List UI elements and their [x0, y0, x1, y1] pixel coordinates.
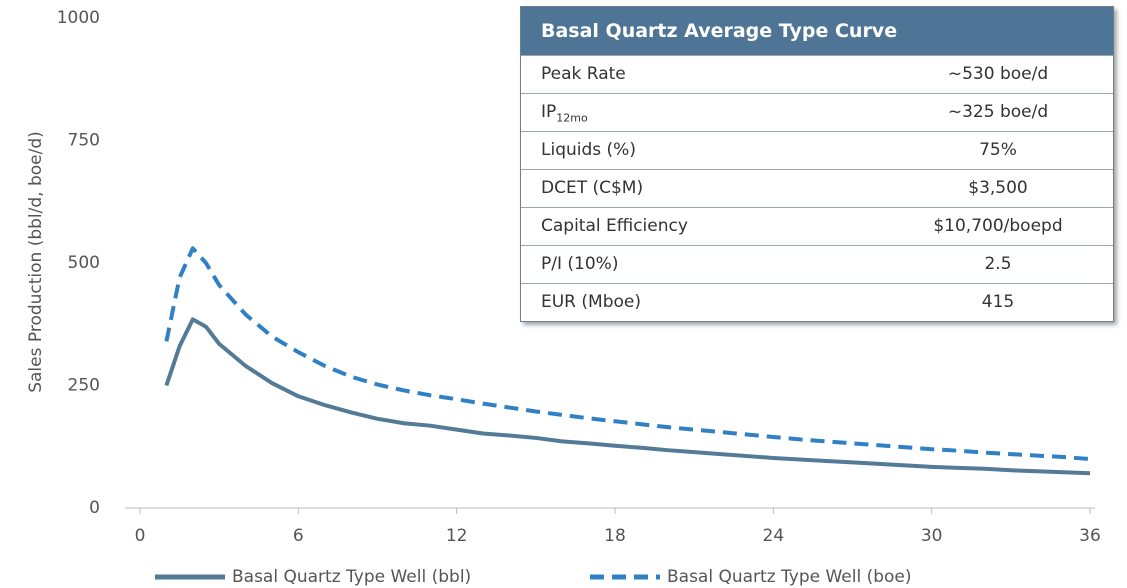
table-row: DCET (C$M) $3,500 [521, 169, 1113, 207]
legend-label: Basal Quartz Type Well (bbl) [232, 567, 471, 587]
row-label-text: P/I (10%) [541, 254, 619, 274]
x-tick-label: 18 [604, 526, 626, 546]
y-axis-label: Sales Production (bbl/d, boe/d) [26, 131, 46, 393]
table-title: Basal Quartz Average Type Curve [521, 7, 1113, 55]
row-value: 75% [979, 140, 1017, 160]
row-label-text: IP [541, 102, 557, 122]
row-label: DCET (C$M) [521, 170, 883, 207]
row-value: $3,500 [968, 178, 1028, 198]
x-tick-label: 30 [921, 526, 943, 546]
table-row: IP12mo ~325 boe/d [521, 93, 1113, 131]
legend-label: Basal Quartz Type Well (boe) [667, 567, 912, 587]
y-tick-label: 750 [68, 131, 100, 151]
row-label-text: Liquids (%) [541, 140, 636, 160]
y-tick-label: 0 [89, 498, 100, 518]
table-row: EUR (Mboe) 415 [521, 283, 1113, 321]
row-label: Liquids (%) [521, 132, 883, 169]
row-label-text: Peak Rate [541, 64, 626, 84]
row-value: $10,700/boepd [933, 216, 1063, 236]
row-label-subscript: 12mo [556, 111, 588, 125]
row-value: ~530 boe/d [947, 64, 1049, 84]
table-row: Capital Efficiency $10,700/boepd [521, 207, 1113, 245]
x-tick-label: 12 [446, 526, 468, 546]
row-value: ~325 boe/d [947, 102, 1049, 122]
row-label-text: Capital Efficiency [541, 216, 688, 236]
series-line [164, 246, 1091, 461]
x-tick-label: 36 [1079, 526, 1101, 546]
x-tick-label: 24 [763, 526, 785, 546]
row-label: Capital Efficiency [521, 208, 883, 245]
y-tick-label: 500 [68, 253, 100, 273]
type-curve-table: Basal Quartz Average Type Curve Peak Rat… [520, 6, 1114, 322]
series-line [164, 317, 1091, 476]
x-tick-label: 0 [135, 526, 146, 546]
row-value: 415 [981, 292, 1015, 312]
row-label: P/I (10%) [521, 246, 883, 283]
table-row: P/I (10%) 2.5 [521, 245, 1113, 283]
table-row: Liquids (%) 75% [521, 131, 1113, 169]
y-tick-label: 1000 [57, 8, 100, 28]
row-label-text: EUR (Mboe) [541, 292, 641, 312]
table-row: Peak Rate ~530 boe/d [521, 55, 1113, 93]
y-tick-label: 250 [68, 376, 100, 396]
row-label: IP12mo [521, 94, 883, 131]
row-label: EUR (Mboe) [521, 284, 883, 321]
x-tick-label: 6 [293, 526, 304, 546]
row-label-text: DCET (C$M) [541, 178, 644, 198]
row-value: 2.5 [984, 254, 1012, 274]
row-label: Peak Rate [521, 56, 883, 93]
